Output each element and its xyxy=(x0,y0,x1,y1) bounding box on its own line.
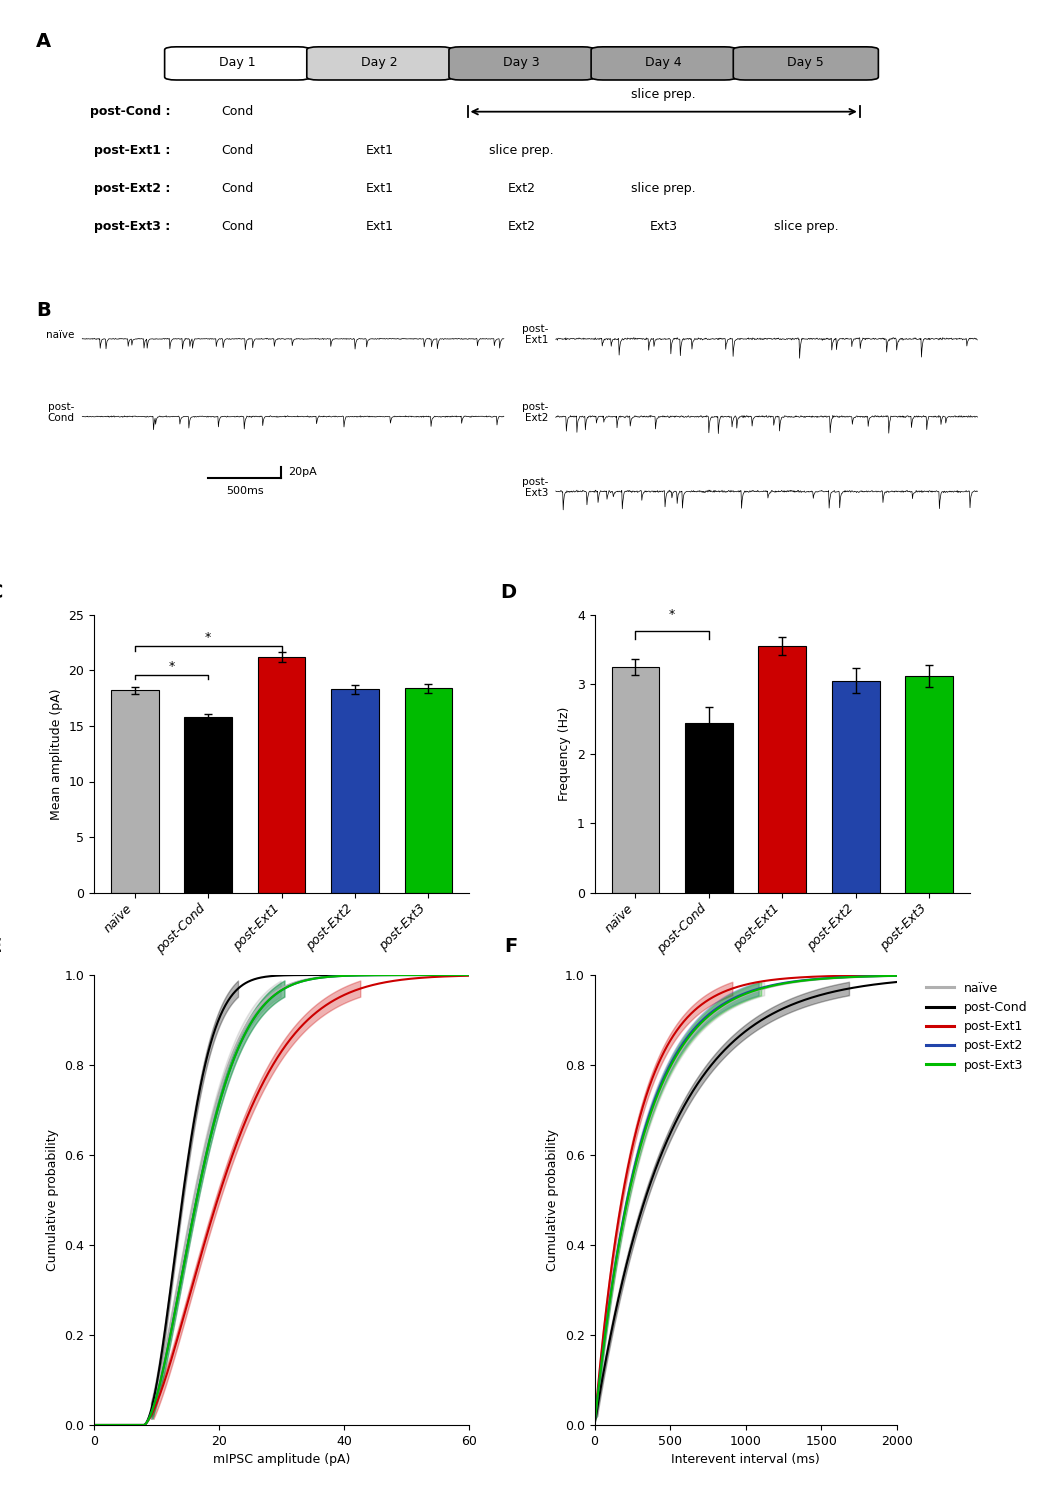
Text: C: C xyxy=(0,584,3,603)
Text: *: * xyxy=(168,660,174,674)
Text: E: E xyxy=(0,938,2,957)
Legend: naïve, post-Cond, post-Ext1, post-Ext2, post-Ext3: naïve, post-Cond, post-Ext1, post-Ext2, … xyxy=(921,976,1033,1077)
Text: naïve: naïve xyxy=(46,330,74,339)
Text: slice prep.: slice prep. xyxy=(631,88,696,102)
Bar xyxy=(758,646,806,892)
Text: Ext1: Ext1 xyxy=(365,220,393,234)
FancyBboxPatch shape xyxy=(448,46,595,80)
Y-axis label: Cumulative probability: Cumulative probability xyxy=(547,1130,559,1270)
X-axis label: Interevent interval (ms): Interevent interval (ms) xyxy=(672,1454,820,1467)
Text: B: B xyxy=(37,302,51,321)
Text: slice prep.: slice prep. xyxy=(774,220,839,234)
Bar xyxy=(685,723,732,892)
FancyBboxPatch shape xyxy=(591,46,736,80)
Bar xyxy=(258,657,306,892)
Text: *: * xyxy=(205,632,212,645)
Bar xyxy=(832,681,879,892)
FancyBboxPatch shape xyxy=(307,46,452,80)
Y-axis label: Cumulative probability: Cumulative probability xyxy=(46,1130,58,1270)
Text: post-Ext2 :: post-Ext2 : xyxy=(94,182,170,195)
FancyBboxPatch shape xyxy=(165,46,310,80)
Text: slice prep.: slice prep. xyxy=(489,144,554,156)
Text: 500ms: 500ms xyxy=(225,486,263,496)
Bar xyxy=(332,690,379,892)
Text: slice prep.: slice prep. xyxy=(631,182,696,195)
Bar xyxy=(405,688,453,892)
Text: Ext1: Ext1 xyxy=(365,144,393,156)
Text: Ext3: Ext3 xyxy=(650,220,678,234)
Text: Day 1: Day 1 xyxy=(219,56,256,69)
Bar xyxy=(611,668,659,892)
Bar xyxy=(185,717,232,892)
Text: *: * xyxy=(669,608,675,621)
Text: D: D xyxy=(501,584,516,603)
Text: Cond: Cond xyxy=(221,182,253,195)
Text: Day 5: Day 5 xyxy=(787,56,824,69)
Y-axis label: Frequency (Hz): Frequency (Hz) xyxy=(558,706,572,801)
Text: Day 4: Day 4 xyxy=(646,56,682,69)
Y-axis label: Mean amplitude (pA): Mean amplitude (pA) xyxy=(50,688,63,819)
Text: Cond: Cond xyxy=(221,220,253,234)
Text: post-Ext3 :: post-Ext3 : xyxy=(94,220,170,234)
Text: post-Ext1 :: post-Ext1 : xyxy=(94,144,170,156)
Text: F: F xyxy=(504,938,517,957)
X-axis label: mIPSC amplitude (pA): mIPSC amplitude (pA) xyxy=(213,1454,350,1467)
Text: post-
Cond: post- Cond xyxy=(47,402,74,423)
Text: post-
Ext2: post- Ext2 xyxy=(522,402,548,423)
Text: post-
Ext1: post- Ext1 xyxy=(522,324,548,345)
Text: Cond: Cond xyxy=(221,105,253,118)
Bar xyxy=(905,676,953,892)
Text: Ext1: Ext1 xyxy=(365,182,393,195)
Text: post-
Ext3: post- Ext3 xyxy=(522,477,548,498)
Text: Day 2: Day 2 xyxy=(361,56,397,69)
Text: 20pA: 20pA xyxy=(288,468,317,477)
FancyBboxPatch shape xyxy=(733,46,878,80)
Text: Ext2: Ext2 xyxy=(508,220,535,234)
Text: Ext2: Ext2 xyxy=(508,182,535,195)
Text: post-Cond :: post-Cond : xyxy=(90,105,170,118)
Bar xyxy=(111,690,159,892)
Text: A: A xyxy=(37,33,51,51)
Text: Cond: Cond xyxy=(221,144,253,156)
Text: Day 3: Day 3 xyxy=(503,56,540,69)
